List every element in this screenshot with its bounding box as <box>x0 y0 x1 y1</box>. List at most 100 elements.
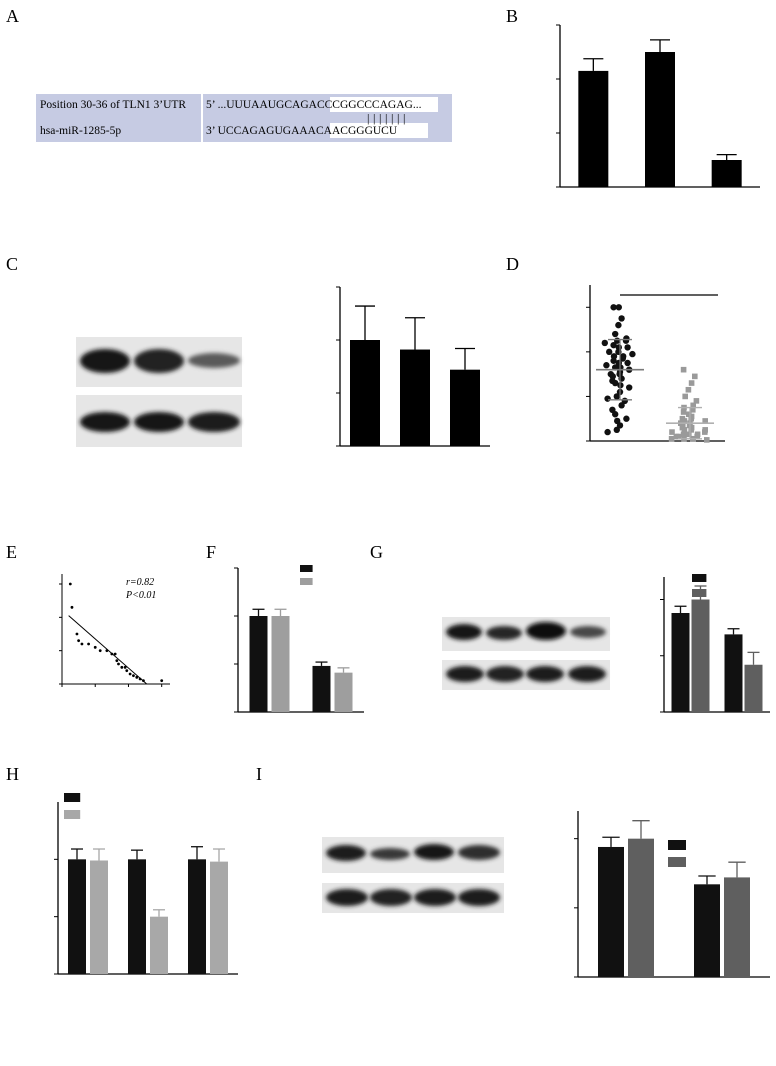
data-point-adjacent <box>681 427 688 433</box>
data-point-adjacent <box>694 433 700 440</box>
data-point-adjacent <box>680 366 687 373</box>
protein-band <box>570 626 606 638</box>
data-point-cc <box>629 350 636 358</box>
chart-c <box>336 286 490 447</box>
data-point-adjacent <box>688 380 695 386</box>
bar-caski <box>400 349 430 446</box>
protein-band <box>326 845 366 861</box>
bar-mir-1285-3p <box>188 859 206 974</box>
data-point-cc <box>612 330 619 338</box>
chart-f <box>234 565 364 713</box>
panel-letter-h: H <box>6 764 19 784</box>
protein-band <box>326 889 368 906</box>
legend-swatch <box>692 574 707 582</box>
panel-letter-f: F <box>206 542 216 562</box>
data-point-adjacent <box>690 402 696 409</box>
panel-letter-c: C <box>6 254 18 274</box>
chart-h <box>54 793 238 975</box>
utr-sequence: 5’ ...UUUAAUGCAGACCCGGCCCAGAG... <box>206 99 422 111</box>
protein-band <box>188 353 240 368</box>
data-point-cc <box>606 348 613 356</box>
mirna-seed-highlight <box>330 123 428 138</box>
legend-swatch <box>300 578 313 585</box>
data-point-adjacent <box>692 373 698 380</box>
data-point-cc <box>623 415 630 422</box>
legend-swatch <box>64 810 81 819</box>
sequence-alignment: Position 30-36 of TLN1 3’UTR hsa-miR-128… <box>36 94 452 142</box>
protein-band <box>370 889 412 906</box>
legend-swatch <box>668 840 686 850</box>
bar-mir-1285-3p <box>128 859 146 974</box>
data-point-cc <box>612 379 619 387</box>
protein-band <box>446 666 484 682</box>
data-point <box>110 652 114 656</box>
legend-swatch <box>668 857 686 867</box>
data-point <box>135 675 139 679</box>
bar-siha <box>334 672 353 712</box>
chart-g <box>660 574 770 713</box>
data-point <box>125 669 129 673</box>
protein-band <box>458 845 500 860</box>
data-point <box>93 645 97 649</box>
bar-mir-1285-3p <box>68 859 86 974</box>
protein-band <box>486 666 524 682</box>
bar-caski <box>628 838 654 977</box>
data-point-cc <box>615 304 622 311</box>
data-point <box>80 642 84 646</box>
bar-caski <box>312 665 331 712</box>
data-point-cc <box>624 359 631 367</box>
data-point-cc <box>618 402 625 409</box>
legend-swatch <box>300 565 313 572</box>
data-point <box>68 582 72 586</box>
bar-caski <box>691 599 710 712</box>
panel-letter-b: B <box>506 6 518 26</box>
bar-mir-1285-3p-mimics <box>90 860 108 974</box>
data-point-cc <box>612 411 619 418</box>
protein-band <box>526 666 564 682</box>
data-point-cc <box>622 337 630 344</box>
chart-b <box>556 24 760 188</box>
data-point-adjacent <box>681 418 688 424</box>
data-point-cc <box>601 339 608 347</box>
data-point <box>138 677 142 681</box>
protein-band <box>458 889 500 906</box>
pairing-bars: ||||||| <box>367 111 409 125</box>
protein-band <box>568 666 606 682</box>
data-point-cc <box>604 395 611 402</box>
panel-letter-e: E <box>6 542 17 562</box>
data-point-cc <box>619 355 626 362</box>
bar-caski <box>744 664 763 712</box>
western-blot-i <box>322 837 504 913</box>
bar-siha <box>724 634 743 712</box>
data-point-adjacent <box>686 431 692 438</box>
data-point-cc <box>610 304 617 311</box>
utr-label: Position 30-36 of TLN1 3’UTR <box>40 99 186 111</box>
bar-siha <box>350 340 380 446</box>
data-point-adjacent <box>668 435 675 442</box>
protein-band <box>486 626 522 640</box>
bar-mir-1285-3p-mimics <box>210 861 228 974</box>
data-point-cc <box>624 344 631 351</box>
data-point-adjacent <box>690 407 696 413</box>
data-point <box>87 642 90 646</box>
data-point-cc <box>613 393 620 400</box>
data-point-adjacent <box>702 429 708 435</box>
correlation-r: r=0.82 <box>126 577 154 588</box>
data-point <box>132 674 135 678</box>
data-point-cc <box>604 428 611 436</box>
data-point-adjacent <box>688 427 694 433</box>
western-blot-c <box>76 337 242 447</box>
data-point-cc <box>610 357 617 364</box>
bar-siha <box>598 846 624 977</box>
data-point-adjacent <box>685 386 692 393</box>
data-point <box>105 649 109 653</box>
data-point <box>115 659 119 663</box>
protein-band <box>188 412 240 432</box>
data-point <box>98 649 102 653</box>
protein-band <box>446 624 482 640</box>
data-point <box>113 652 117 656</box>
bar-caski <box>578 70 609 187</box>
data-point-adjacent <box>680 409 687 415</box>
bar-siha <box>694 884 720 977</box>
protein-band <box>526 622 566 640</box>
